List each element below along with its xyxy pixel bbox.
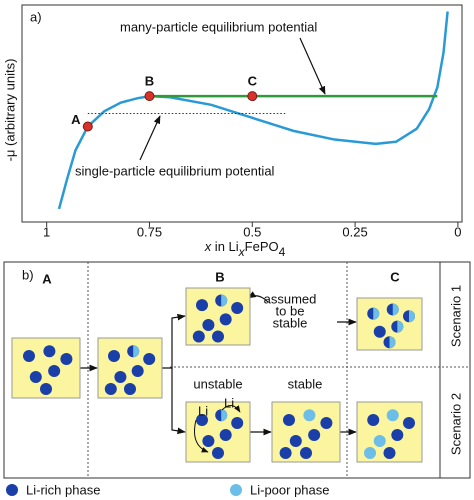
point-label: A [71,112,81,127]
particle [212,330,224,343]
li-arrow [221,405,241,413]
plot-frame [21,4,463,223]
particle [231,301,244,314]
particle [367,414,380,426]
particle [279,447,292,459]
note: assumed [264,291,317,306]
particle [289,435,302,447]
particle [212,447,224,459]
annotation-arrow [299,37,326,95]
particle-half [389,336,396,349]
row-label: Scenario 2 [448,393,463,455]
particle [40,383,52,395]
li-label: Li [198,403,208,418]
legend-swatch [230,484,242,496]
note: stable [288,376,323,391]
column-header: C [390,269,400,284]
particle [29,371,42,383]
annotation: many-particle equilibrium potential [120,19,317,34]
particle [143,353,156,365]
panel-b: b) A B C Scenario 1 Scenario 2 assumed t… [3,261,471,497]
x-tick-label: 0 [454,224,461,239]
row-label: Scenario 1 [448,285,463,347]
point [144,91,155,102]
arrow [162,313,186,369]
annotation: single-particle equilibrium potential [75,163,275,178]
particle [202,435,215,447]
particle-half [392,303,399,316]
particle [231,417,244,429]
particle [23,350,35,362]
particle-half [133,345,140,358]
legend-label: Li-rich phase [26,482,100,497]
column-header: B [215,269,224,284]
particle [219,429,232,441]
note: stable [273,315,308,330]
particle [48,365,61,377]
panel-frame [3,261,471,479]
particle [60,353,73,365]
particle [43,345,56,358]
point [82,121,93,132]
particle [373,325,386,338]
panel-label: a) [30,9,42,24]
particle [403,417,415,429]
li-label: Li [224,395,234,410]
particle [320,417,333,429]
point-label: C [248,74,258,89]
legend-swatch [6,484,18,496]
point [247,91,258,102]
x-tick-label: 1 [43,224,50,239]
point-label: B [145,74,154,89]
particle [114,371,127,383]
y-axis-label: -μ (arbitrary units) [2,59,17,162]
particle [196,299,208,312]
particle-half [221,294,228,307]
particle [104,383,117,395]
particle-half [397,320,404,333]
arrow [171,368,186,435]
particle [383,447,396,459]
particle [219,313,232,326]
annotation-arrow [139,115,161,161]
particle [283,414,295,426]
x-tick-label: 0.75 [137,224,162,239]
particle-half [221,409,228,422]
note: unstable [193,376,242,391]
particle [300,447,312,459]
column-header: A [42,271,52,286]
particle [308,429,321,441]
particle-half [409,310,416,323]
particle [108,350,120,362]
x-tick-label: 0.25 [342,224,367,239]
particle [303,409,316,422]
x-axis-label: x in LixFePO4 [204,239,286,259]
particle [192,330,205,343]
legend-label: Li-poor phase [250,482,330,497]
particle [124,383,136,395]
panel-label: b) [22,267,34,282]
particle [386,409,399,422]
particle [391,429,404,441]
particle [196,414,208,426]
li-arrow [194,419,209,453]
particle [373,435,386,447]
particle [131,365,144,377]
particle [202,319,215,332]
line [57,11,449,210]
note: to be [276,303,305,318]
particle [364,447,376,459]
x-tick-label: 0.5 [243,224,261,239]
particle-half [373,307,380,320]
